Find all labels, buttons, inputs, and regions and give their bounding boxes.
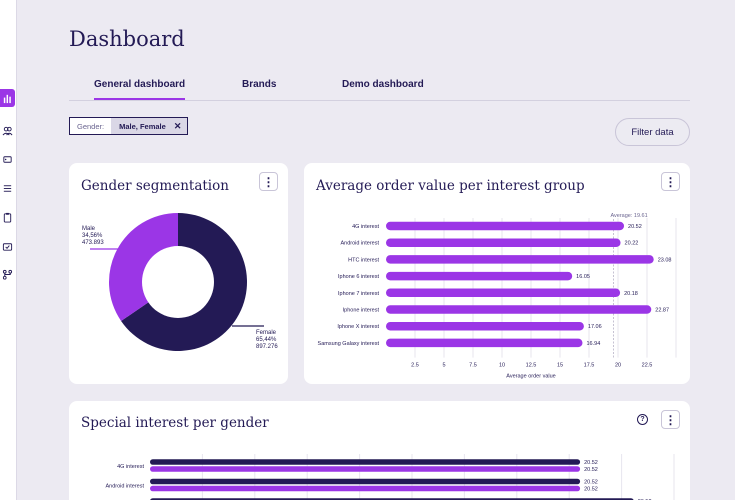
- clipboard-icon[interactable]: [0, 209, 14, 225]
- x-tick-label: 10: [499, 363, 505, 369]
- x-tick-label: 22.5: [642, 363, 653, 369]
- female-count: 897.276: [256, 344, 278, 350]
- average-label: Average: 19.61: [610, 213, 647, 219]
- card-title: Gender segmentation: [81, 178, 229, 194]
- category-label: Android interest: [340, 241, 379, 247]
- x-tick-label: 17.5: [584, 363, 595, 369]
- category-label: Iphone X interest: [337, 324, 379, 330]
- category-label: Samsung Galaxy interest: [318, 341, 380, 347]
- bar[interactable]: [386, 255, 654, 264]
- bar-value-label: 16.94: [587, 341, 601, 347]
- bar[interactable]: [386, 288, 621, 298]
- bar-value-label: 17.06: [588, 324, 602, 330]
- bar[interactable]: [150, 466, 581, 472]
- more-options-icon[interactable]: ⋮: [661, 172, 680, 191]
- x-tick-label: 7.5: [469, 363, 477, 369]
- bar-value-label: 23.08: [658, 257, 672, 263]
- card-title: Average order value per interest group: [316, 178, 585, 194]
- bar-value-label: 20.52: [584, 460, 598, 466]
- category-label: Android interest: [105, 484, 144, 490]
- aov-bar-chart: 2.5 5 7.5 10 12.5 15 17.5 20 22.5 Average: 19.61 4…: [318, 213, 677, 380]
- category-label: 4G interest: [117, 464, 144, 470]
- category-label: Iphone 7 interest: [338, 291, 379, 297]
- bar[interactable]: [386, 321, 584, 331]
- bar-value-label: 22.87: [655, 308, 669, 314]
- gender-segmentation-card: Gender segmentation ⋮ Male 34,56% 473.89…: [69, 163, 288, 384]
- bar-value-label: 20.52: [628, 224, 642, 230]
- flow-icon[interactable]: [0, 266, 14, 282]
- filter-chip-key: Gender:: [77, 121, 105, 131]
- pie-slice-male[interactable]: [108, 213, 178, 321]
- filter-chip-value: Male, Female: [119, 121, 166, 131]
- bar-value-label: 20.52: [584, 480, 598, 486]
- female-percent: 65,44%: [256, 337, 277, 343]
- tag-icon[interactable]: [0, 151, 14, 167]
- more-options-icon[interactable]: ⋮: [259, 172, 278, 191]
- filter-data-button[interactable]: Filter data: [615, 118, 690, 146]
- bar-value-label: 20.22: [625, 241, 639, 247]
- category-label: Iphone 6 interest: [338, 274, 379, 280]
- x-axis-label: Average order value: [506, 374, 555, 380]
- x-tick-label: 2.5: [411, 363, 419, 369]
- help-icon[interactable]: ?: [637, 414, 648, 425]
- page-title: Dashboard: [69, 27, 185, 51]
- donut-hole: [142, 246, 214, 318]
- filter-chip-value-group: Male, Female ✕: [111, 118, 188, 134]
- card-title: Special interest per gender: [81, 415, 269, 431]
- tab-brands[interactable]: Brands: [242, 79, 277, 90]
- list-icon[interactable]: [0, 180, 14, 196]
- bar-value-label: 20.18: [624, 291, 638, 297]
- tab-demo-dashboard[interactable]: Demo dashboard: [342, 79, 424, 90]
- bar-value-label: 20.52: [584, 487, 598, 493]
- x-tick-label: 20: [615, 363, 621, 369]
- gender-donut-chart: Male 34,56% 473.893 Female 65,44% 897.27…: [82, 213, 278, 351]
- tab-bar: General dashboard Brands Demo dashboard: [69, 74, 690, 101]
- bar[interactable]: [386, 238, 621, 247]
- x-tick-label: 5: [442, 363, 445, 369]
- bar[interactable]: [386, 338, 583, 348]
- bar[interactable]: [386, 271, 573, 281]
- bar[interactable]: [150, 459, 581, 465]
- sidebar: [0, 0, 17, 500]
- cart-icon[interactable]: [0, 238, 14, 254]
- male-count: 473.893: [82, 240, 104, 246]
- bar[interactable]: [386, 221, 625, 231]
- bar[interactable]: [150, 485, 581, 492]
- bar-value-label: 20.52: [584, 467, 598, 473]
- filter-chip: Gender: Male, Female ✕: [69, 117, 189, 135]
- bar-value-label: 16.05: [576, 274, 590, 280]
- category-label: 4G interest: [352, 224, 379, 230]
- bar[interactable]: [150, 478, 581, 485]
- more-options-icon[interactable]: ⋮: [661, 410, 680, 429]
- bar[interactable]: [386, 305, 652, 314]
- male-label: Male: [82, 226, 96, 232]
- category-label: HTC interest: [348, 257, 379, 263]
- bar-chart-icon[interactable]: [0, 89, 15, 107]
- male-percent: 34,56%: [82, 233, 103, 239]
- category-label: Iphone interest: [343, 308, 380, 314]
- female-label: Female: [256, 330, 277, 336]
- average-order-value-card: Average order value per interest group ⋮…: [304, 163, 690, 384]
- close-icon[interactable]: ✕: [173, 120, 182, 131]
- tab-general-dashboard[interactable]: General dashboard: [94, 79, 186, 100]
- users-icon[interactable]: [0, 122, 14, 138]
- special-interest-card: Special interest per gender ? ⋮ 4G inter…: [69, 401, 690, 500]
- x-tick-label: 15: [557, 363, 563, 369]
- x-tick-label: 12.5: [526, 363, 537, 369]
